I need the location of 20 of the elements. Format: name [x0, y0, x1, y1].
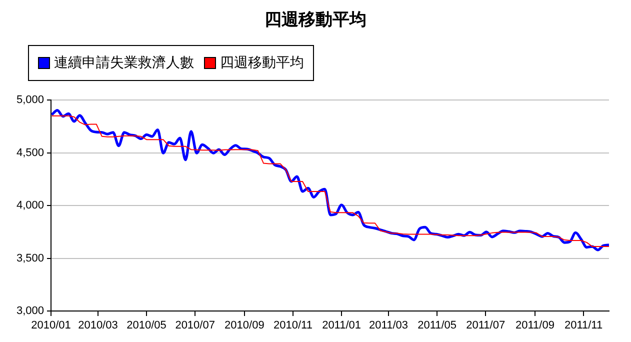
x-tick-label: 2011/05 [418, 320, 457, 332]
x-tick-label: 2010/03 [78, 320, 118, 332]
x-tick-label: 2010/11 [274, 320, 312, 332]
x-tick-label: 2010/07 [175, 320, 215, 332]
x-tick-label: 2011/07 [466, 320, 506, 332]
x-tick-label: 2011/09 [515, 320, 554, 332]
y-tick-label: 4,500 [16, 146, 44, 159]
y-tick-label: 3,500 [16, 252, 44, 264]
x-tick-label: 2010/01 [31, 320, 71, 332]
y-tick-label: 5,000 [16, 94, 44, 106]
legend-label: 四週移動平均 [220, 54, 304, 72]
legend-label: 連續申請失業救濟人數 [54, 54, 194, 72]
y-tick-label: 4,000 [16, 200, 44, 212]
y-tick-label: 3,000 [16, 305, 44, 318]
x-tick-label: 2010/09 [224, 320, 264, 332]
x-tick-label: 2011/01 [322, 320, 362, 332]
x-tick-label: 2011/03 [369, 320, 408, 332]
chart-title: 四週移動平均 [264, 9, 368, 31]
x-tick-label: 2011/11 [564, 320, 603, 332]
x-tick-label: 2010/05 [126, 320, 166, 332]
